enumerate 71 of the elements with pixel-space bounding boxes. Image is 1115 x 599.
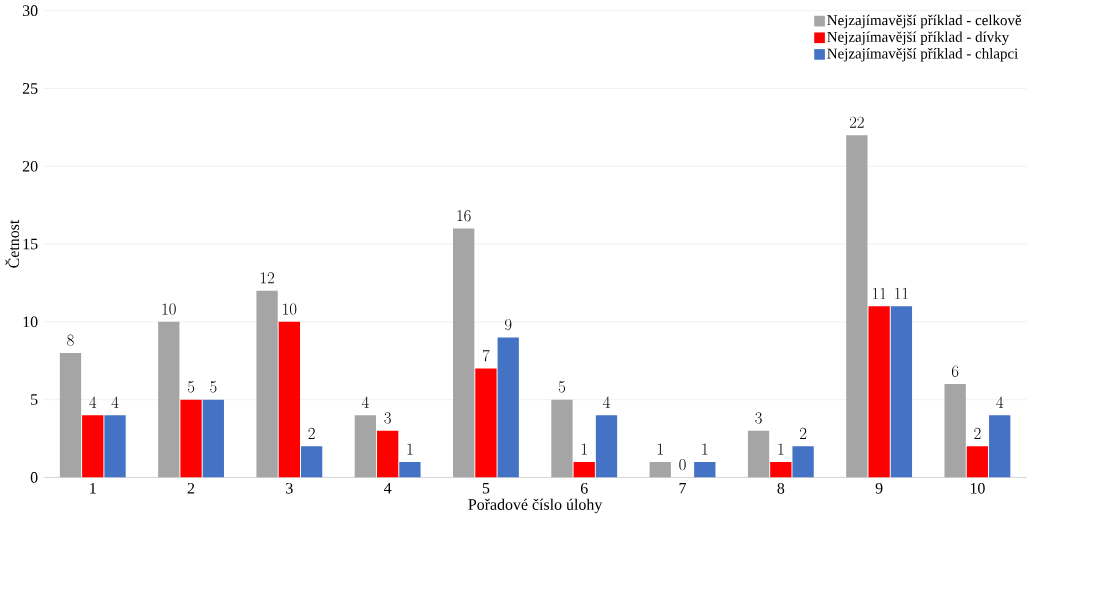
x-tick-label: 2 bbox=[187, 483, 195, 494]
bar bbox=[694, 461, 716, 478]
data-label: 1 bbox=[407, 443, 413, 455]
x-tick-label: 1 bbox=[90, 483, 96, 494]
bar bbox=[180, 399, 202, 478]
y-tick-label: 20 bbox=[22, 160, 38, 172]
bar bbox=[792, 446, 814, 478]
bar bbox=[966, 446, 989, 478]
y-tick-label: 5 bbox=[31, 394, 38, 406]
x-tick-label: 4 bbox=[383, 483, 392, 494]
data-label: 2 bbox=[974, 427, 981, 439]
data-label: 6 bbox=[951, 365, 959, 378]
bar bbox=[989, 415, 1011, 478]
data-label: 1 bbox=[657, 443, 663, 455]
data-label: 4 bbox=[996, 396, 1004, 408]
x-tick-label: 10 bbox=[970, 483, 985, 494]
bar bbox=[475, 368, 497, 478]
bar bbox=[82, 415, 104, 478]
x-tick-label: 3 bbox=[286, 483, 293, 494]
bar bbox=[497, 337, 519, 478]
y-axis-title: Četnost bbox=[5, 219, 20, 268]
bar bbox=[202, 399, 224, 478]
bar bbox=[890, 306, 913, 478]
data-label: 5 bbox=[187, 381, 195, 393]
bar bbox=[300, 446, 323, 478]
data-label: 4 bbox=[361, 396, 369, 408]
data-label: 0 bbox=[679, 459, 686, 471]
data-label: 9 bbox=[505, 319, 512, 331]
y-tick-label: 0 bbox=[30, 472, 38, 483]
data-label: 12 bbox=[260, 272, 275, 284]
data-label: 16 bbox=[457, 210, 471, 222]
data-label: 11 bbox=[872, 287, 886, 299]
x-tick-label: 6 bbox=[580, 483, 588, 494]
legend-label: Nejzajímavější příklad - dívky bbox=[827, 31, 1010, 46]
data-label: 5 bbox=[210, 381, 217, 393]
x-tick-label: 8 bbox=[777, 483, 785, 494]
bar bbox=[868, 306, 890, 478]
bar bbox=[770, 461, 792, 478]
data-label: 3 bbox=[384, 412, 391, 424]
data-label: 8 bbox=[67, 334, 74, 346]
y-tick-label: 25 bbox=[22, 83, 38, 94]
legend-label: Nejzajímavější příklad - chlapci bbox=[827, 48, 1018, 62]
data-label: 7 bbox=[482, 349, 490, 362]
y-tick-label: 10 bbox=[23, 316, 38, 328]
data-label: 2 bbox=[799, 427, 807, 439]
data-label: 3 bbox=[755, 412, 762, 424]
data-label: 5 bbox=[558, 381, 566, 393]
data-label: 2 bbox=[308, 427, 315, 439]
bar bbox=[376, 430, 399, 478]
y-tick-label: 30 bbox=[22, 5, 38, 17]
bar bbox=[104, 415, 126, 478]
data-label: 4 bbox=[111, 396, 119, 408]
legend-label: Nejzajímavější příklad - celkově bbox=[827, 14, 1022, 29]
bar bbox=[399, 461, 421, 478]
data-label: 4 bbox=[89, 396, 97, 408]
data-label: 4 bbox=[603, 396, 610, 408]
data-label: 1 bbox=[778, 443, 784, 455]
x-tick-label: 9 bbox=[875, 483, 883, 494]
bar bbox=[278, 321, 300, 478]
data-label: 1 bbox=[702, 443, 708, 455]
bar bbox=[595, 415, 618, 478]
y-tick-label: 15 bbox=[23, 238, 38, 250]
bar bbox=[573, 461, 595, 478]
x-tick-label: 7 bbox=[679, 483, 687, 494]
data-label: 11 bbox=[895, 287, 908, 299]
data-label: 1 bbox=[581, 443, 587, 455]
data-label: 10 bbox=[162, 303, 176, 315]
data-label: 10 bbox=[283, 303, 297, 315]
data-label: 22 bbox=[849, 116, 864, 128]
x-tick-label: 5 bbox=[482, 483, 490, 494]
x-axis-title: Pořadové číslo úlohy bbox=[468, 498, 603, 514]
